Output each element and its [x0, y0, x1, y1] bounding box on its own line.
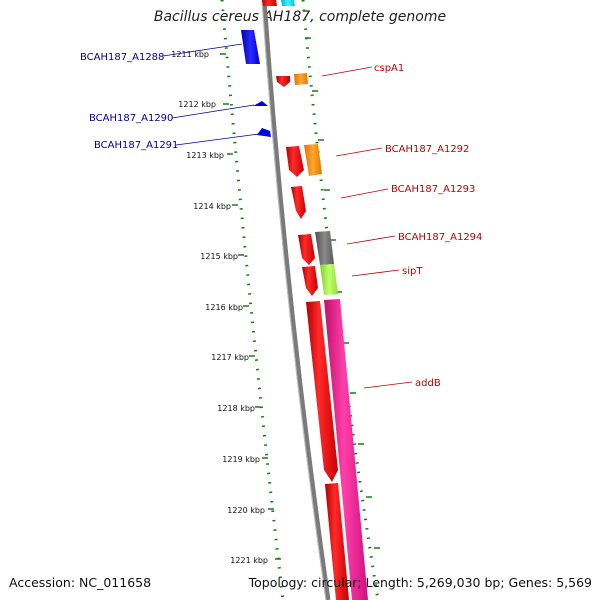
tick-label: 1214 kbp	[193, 202, 231, 211]
gene-label-sipt[interactable]: sipT	[402, 266, 423, 277]
tick-label: 1218 kbp	[217, 404, 255, 413]
tick-label: 1217 kbp	[211, 353, 249, 362]
gene-bcah187-a1292	[304, 144, 322, 176]
gene-top-cyan	[281, 0, 295, 6]
gene-bcah187-a1294	[315, 231, 334, 265]
left-label-lines	[162, 43, 260, 146]
gene-cspa1-red	[276, 76, 290, 87]
gene-long-red-2	[325, 483, 349, 600]
tick-label: 1212 kbp	[178, 100, 216, 109]
tick-label: 1216 kbp	[205, 303, 243, 312]
gene-long-red-1	[306, 301, 338, 482]
gene-label-bcah187-a1293[interactable]: BCAH187_A1293	[391, 184, 475, 195]
map-title: Bacillus cereus AH187, complete genome	[153, 9, 447, 25]
gene-cspa1	[294, 73, 308, 85]
gene-label-addb[interactable]: addB	[415, 378, 441, 389]
gene-bcah187-a1290	[253, 101, 268, 106]
gene-label-bcah187-a1290[interactable]: BCAH187_A1290	[89, 113, 173, 124]
tick-label: 1211 kbp	[171, 50, 209, 59]
inner-major-ticks	[220, 53, 281, 560]
tick-label: 1221 kbp	[230, 556, 268, 565]
scale-tick-labels: 1211 kbp 1212 kbp 1213 kbp 1214 kbp 1215…	[171, 50, 268, 565]
gene-bcah187-a1288	[241, 30, 260, 64]
gene-label-bcah187-a1292[interactable]: BCAH187_A1292	[385, 144, 469, 155]
gene-label-cspa1[interactable]: cspA1	[374, 63, 404, 74]
gene-a1294-red	[298, 234, 315, 265]
tick-label: 1220 kbp	[227, 506, 265, 515]
gene-sipt-red	[302, 266, 318, 296]
tick-label: 1213 kbp	[186, 151, 224, 160]
gene-label-bcah187-a1294[interactable]: BCAH187_A1294	[398, 232, 482, 243]
right-label-lines	[321, 66, 413, 389]
gene-a1292-red	[286, 146, 304, 177]
gene-top-red	[262, 0, 277, 6]
gene-bcah187-a1291	[257, 128, 271, 137]
gene-addb	[324, 299, 368, 600]
gene-label-bcah187-a1288[interactable]: BCAH187_A1288	[80, 52, 164, 63]
tick-label: 1215 kbp	[200, 252, 238, 261]
tick-label: 1219 kbp	[222, 455, 260, 464]
outer-major-ticks	[305, 37, 380, 549]
gene-bcah187-a1293	[291, 186, 306, 219]
gene-label-bcah187-a1291[interactable]: BCAH187_A1291	[94, 140, 178, 151]
genome-summary-text: Topology: circular; Length: 5,269,030 bp…	[248, 575, 592, 590]
gene-sipt	[320, 264, 338, 295]
accession-text: Accession: NC_011658	[9, 575, 152, 590]
genome-backbone	[261, 0, 331, 600]
